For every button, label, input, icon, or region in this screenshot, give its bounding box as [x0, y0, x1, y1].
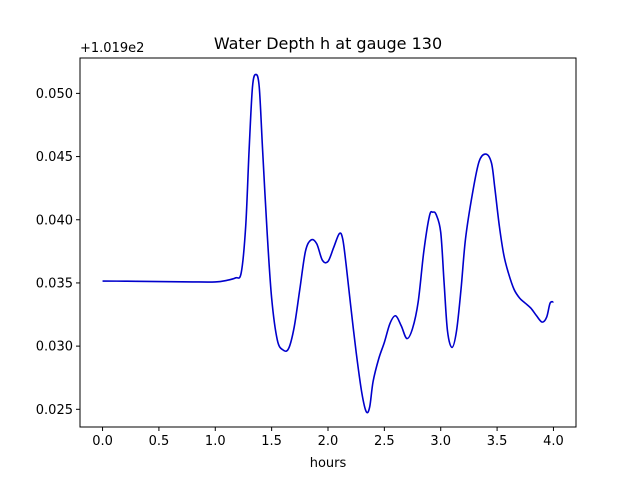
x-tick-label: 0.0: [92, 434, 113, 449]
y-axis: 0.025 0.030 0.035 0.040 0.045 0.050: [36, 87, 80, 418]
x-axis: 0.0 0.5 1.0 1.5 2.0 2.5 3.0 3.5 4.0: [92, 427, 564, 449]
y-tick-label: 0.045: [36, 150, 73, 165]
axes-frame: [79, 57, 577, 428]
x-tick-label: 0.5: [149, 434, 170, 449]
y-tick-label: 0.050: [36, 87, 73, 102]
x-tick-label: 1.0: [205, 434, 226, 449]
y-tick-label: 0.035: [36, 276, 73, 291]
x-axis-label: hours: [310, 456, 347, 471]
x-tick-label: 4.0: [543, 434, 564, 449]
y-tick-label: 0.040: [36, 213, 73, 228]
series-line: [102, 73, 554, 414]
x-tick-label: 3.5: [487, 434, 508, 449]
y-offset-text: +1.019e2: [80, 41, 144, 56]
plot-area: [102, 73, 554, 414]
x-tick-label: 2.5: [374, 434, 395, 449]
x-tick-label: 1.5: [261, 434, 282, 449]
x-tick-label: 2.0: [318, 434, 339, 449]
x-tick-label: 3.0: [430, 434, 451, 449]
y-tick-label: 0.025: [36, 403, 73, 418]
chart-title: Water Depth h at gauge 130: [214, 34, 442, 53]
y-tick-label: 0.030: [36, 340, 73, 355]
